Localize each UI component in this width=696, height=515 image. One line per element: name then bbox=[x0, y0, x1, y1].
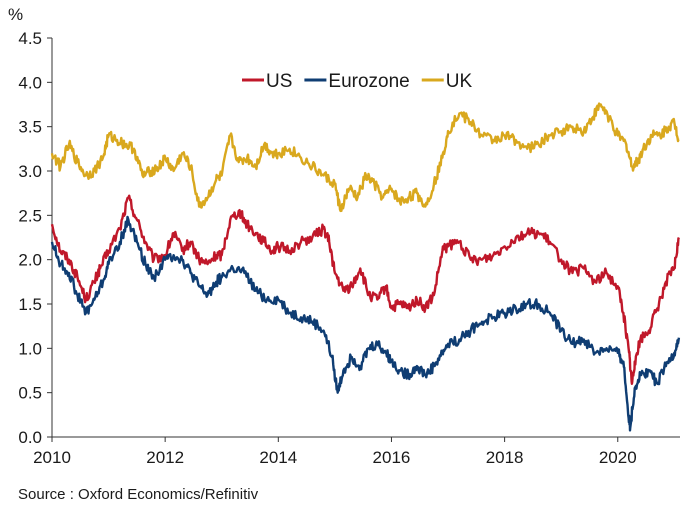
y-axis-ticks: 0.0 0.5 1.0 1.5 2.0 2.5 3.0 3.5 4.0 4.5 bbox=[18, 29, 52, 447]
y-tick-label: 2.5 bbox=[18, 206, 42, 225]
x-tick-label: 2012 bbox=[146, 448, 184, 467]
series-line-us bbox=[50, 194, 680, 385]
y-axis-label: % bbox=[8, 5, 23, 24]
legend-label-us: US bbox=[266, 71, 292, 92]
y-tick-label: 3.0 bbox=[18, 162, 42, 181]
series-line-eurozone bbox=[50, 215, 681, 432]
series-lines bbox=[50, 102, 681, 432]
axes bbox=[51, 38, 680, 438]
y-tick-label: 2.0 bbox=[18, 251, 42, 270]
series-line-uk bbox=[50, 102, 680, 213]
x-tick-label: 2010 bbox=[33, 448, 71, 467]
x-tick-label: 2016 bbox=[373, 448, 411, 467]
legend: US Eurozone UK bbox=[242, 71, 472, 92]
y-tick-label: 4.0 bbox=[18, 73, 42, 92]
source-note: Source : Oxford Economics/Refinitiv bbox=[18, 486, 259, 503]
y-tick-label: 1.0 bbox=[18, 339, 42, 358]
x-tick-label: 2018 bbox=[486, 448, 524, 467]
y-tick-label: 1.5 bbox=[18, 295, 42, 314]
y-tick-label: 3.5 bbox=[18, 118, 42, 137]
x-tick-label: 2014 bbox=[259, 448, 297, 467]
y-tick-label: 0.5 bbox=[18, 384, 42, 403]
legend-label-eurozone: Eurozone bbox=[328, 71, 409, 92]
x-tick-label: 2020 bbox=[599, 448, 637, 467]
y-tick-label: 4.5 bbox=[18, 29, 42, 48]
x-axis-ticks: 2010 2012 2014 2016 2018 2020 bbox=[33, 437, 637, 467]
legend-label-uk: UK bbox=[446, 71, 473, 92]
y-tick-label: 0.0 bbox=[18, 428, 42, 447]
